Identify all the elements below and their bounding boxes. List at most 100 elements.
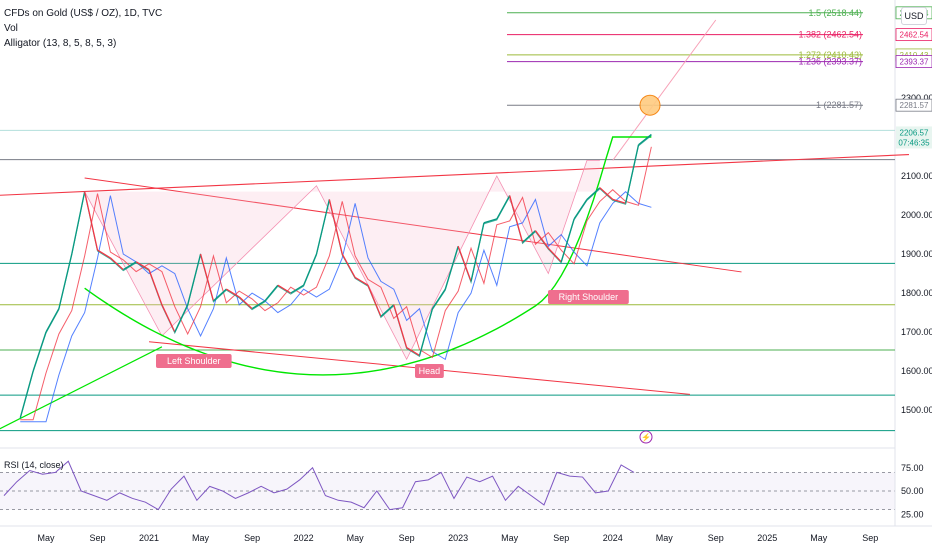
price-segment xyxy=(367,284,382,317)
price-segment xyxy=(97,249,111,259)
symbol-title: CFDs on Gold (US$ / OZ), 1D, TVC xyxy=(4,8,163,19)
price-segment xyxy=(638,133,652,146)
price-segment xyxy=(45,308,60,333)
time-tick-16: Sep xyxy=(862,533,878,543)
rsi-tick-1: 50.00 xyxy=(901,486,924,496)
price-segment xyxy=(328,199,343,255)
fib-label-4: 1 (2281.57) xyxy=(816,100,862,110)
price-segment xyxy=(470,222,485,282)
neckline xyxy=(0,154,909,196)
curved-support xyxy=(84,136,652,376)
price-segment xyxy=(547,247,562,263)
rsi-line xyxy=(3,460,635,511)
pattern-label-0: Left Shoulder xyxy=(167,356,221,366)
time-tick-5: 2022 xyxy=(294,533,314,543)
price-segment xyxy=(290,284,304,294)
price-segment xyxy=(213,288,227,302)
chart-legend: CFDs on Gold (US$ / OZ), 1D, TVC Vol All… xyxy=(4,6,162,51)
time-tick-11: 2024 xyxy=(603,533,623,543)
time-tick-7: Sep xyxy=(399,533,415,543)
price-segment xyxy=(84,191,99,251)
time-tick-3: May xyxy=(192,533,210,543)
price-segment xyxy=(264,284,279,302)
projection-line xyxy=(612,19,717,161)
time-tick-1: Sep xyxy=(90,533,106,543)
price-segment xyxy=(418,308,434,356)
price-segment xyxy=(19,370,34,418)
price-segment xyxy=(457,245,472,282)
price-segment xyxy=(187,253,202,305)
price-segment xyxy=(612,198,626,204)
time-tick-4: Sep xyxy=(244,533,260,543)
price-segment xyxy=(32,331,47,372)
time-tick-2: 2021 xyxy=(139,533,159,543)
time-tick-15: May xyxy=(810,533,828,543)
price-tick-1: 2300.00 xyxy=(901,93,932,103)
pattern-label-2: Right Shoulder xyxy=(559,292,619,302)
price-segment xyxy=(225,288,240,298)
price-segment xyxy=(71,191,86,255)
fib-label-0: 1.5 (2518.44) xyxy=(808,8,862,18)
rsi-label: RSI (14, close) xyxy=(4,460,64,470)
price-segment xyxy=(161,304,176,333)
price-segment xyxy=(534,230,549,249)
currency-button[interactable]: USD xyxy=(901,7,927,25)
price-segment xyxy=(58,253,73,309)
alligator-lips xyxy=(19,135,652,419)
support-line-left xyxy=(0,346,163,430)
price-segment xyxy=(238,296,253,310)
price-segment xyxy=(135,261,150,271)
last-price-badge xyxy=(896,126,932,149)
rsi-tick-0: 75.00 xyxy=(901,463,924,473)
price-segment xyxy=(573,199,588,220)
countdown-label: 07:46:35 xyxy=(898,138,930,147)
time-tick-10: Sep xyxy=(553,533,569,543)
fib-label-2: 1.272 (2410.43) xyxy=(798,50,862,60)
time-tick-13: Sep xyxy=(708,533,724,543)
fib-label-1: 1.382 (2462.54) xyxy=(798,30,862,40)
price-segment xyxy=(109,257,124,271)
price-segment xyxy=(199,253,215,301)
pattern-label-bg-1 xyxy=(415,364,444,378)
price-segment xyxy=(148,269,163,305)
lightning-icon: ⚡ xyxy=(641,432,651,442)
fib-axis-badge-3 xyxy=(895,55,932,68)
price-segment xyxy=(522,230,536,243)
volume-label: Vol xyxy=(4,23,18,34)
rsi-pane xyxy=(0,448,895,526)
price-segment xyxy=(431,288,446,309)
price-segment xyxy=(380,304,395,317)
pattern-label-bg-0 xyxy=(156,354,232,368)
price-segment xyxy=(624,144,640,204)
rsi-tick-2: 25.00 xyxy=(901,509,924,519)
pattern-label-1: Head xyxy=(419,366,441,376)
time-tick-12: May xyxy=(656,533,674,543)
price-tick-3: 2100.00 xyxy=(901,171,932,181)
price-tick-4: 2000.00 xyxy=(901,210,932,220)
price-segment xyxy=(393,304,408,348)
price-segment xyxy=(174,304,189,333)
fib-axis-label-3: 2393.37 xyxy=(900,58,929,67)
fib-axis-label-1: 2462.54 xyxy=(900,31,929,40)
fib-axis-badge-1 xyxy=(895,28,932,42)
price-segment xyxy=(122,261,137,271)
time-tick-9: May xyxy=(501,533,519,543)
price-tick-8: 1600.00 xyxy=(901,366,932,376)
fib-axis-label-4: 2281.57 xyxy=(900,101,929,110)
last-price-label: 2206.57 xyxy=(900,128,929,137)
time-tick-8: 2023 xyxy=(448,533,468,543)
indicator-label: Alligator (13, 8, 5, 8, 5, 3) xyxy=(4,38,117,49)
price-tick-9: 1500.00 xyxy=(901,405,932,415)
target-circle xyxy=(639,94,661,116)
time-tick-0: May xyxy=(37,533,55,543)
price-segment xyxy=(302,253,318,286)
price-tick-7: 1700.00 xyxy=(901,327,932,337)
price-tick-5: 1900.00 xyxy=(901,249,932,259)
price-segment xyxy=(599,187,614,200)
price-segment xyxy=(341,253,356,278)
price-segment xyxy=(315,199,330,255)
price-segment xyxy=(406,347,420,356)
pattern-shading xyxy=(84,160,600,360)
event-marker-icon xyxy=(639,430,653,444)
